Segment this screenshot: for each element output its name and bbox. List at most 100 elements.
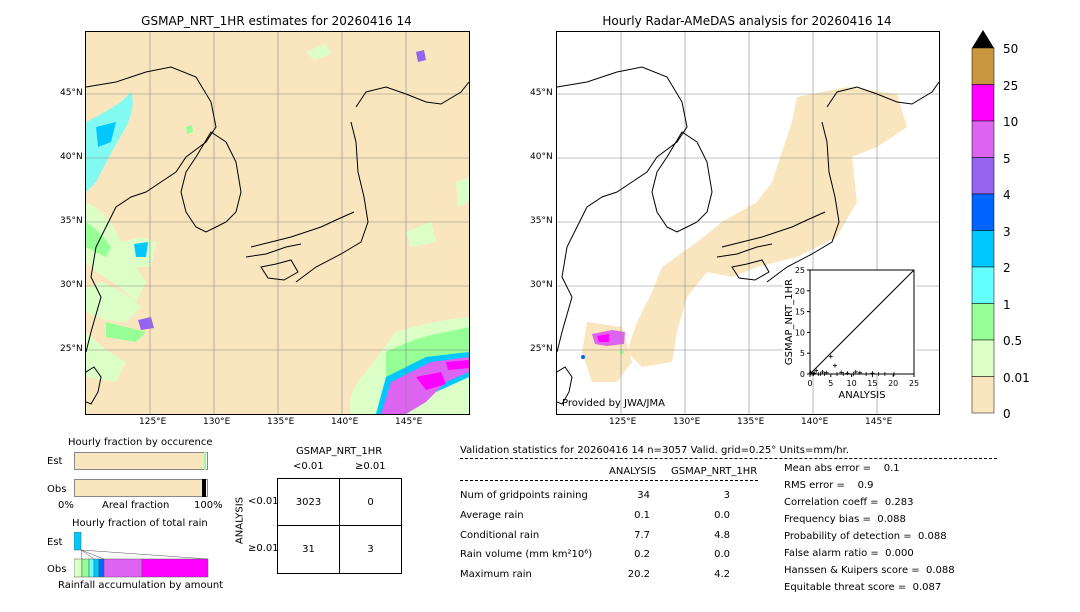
colorbar-label-0-5: 0.5: [1003, 334, 1023, 348]
scatter-ytick-label: 5: [800, 349, 805, 358]
left-map-grid: [86, 32, 469, 414]
occurrence-est-bar: [74, 452, 208, 470]
validation-row-analysis: 0.2: [634, 549, 650, 560]
scatter-xtick-label: 5: [828, 379, 833, 388]
occurrence-obs-label: Obs: [47, 484, 67, 495]
total-rain-bars: [74, 532, 209, 578]
left-map: [85, 31, 470, 415]
score-far: False alarm ratio = 0.000: [784, 548, 914, 559]
total-rain-obs-label: Obs: [47, 564, 67, 575]
colorbar-swatch: [971, 47, 995, 85]
right-map-lat-25: 25°N: [530, 344, 553, 354]
right-map-title: Hourly Radar-AMeDAS analysis for 2026041…: [602, 14, 892, 28]
scatter-xtick-label: 15: [867, 379, 877, 388]
scatter-point: [870, 371, 875, 376]
colorbar-swatch: [971, 230, 995, 268]
total-rain-footer: Rainfall accumulation by amount: [58, 580, 224, 591]
occurrence-axis-left: 0%: [58, 500, 74, 511]
right-map-canvas: [557, 32, 939, 414]
scatter-point: [841, 372, 846, 376]
colorbar-swatch: [971, 120, 995, 158]
right-map-lat-30: 30°N: [530, 280, 553, 290]
score-rmse: RMS error = 0.9: [784, 480, 874, 491]
colorbar-label-0-01: 0.01: [1003, 371, 1030, 385]
validation-row-gsmap: 0.0: [714, 549, 730, 560]
contingency-cell-b: 0: [339, 478, 402, 526]
scatter-ytick-label: 15: [795, 308, 805, 317]
score-ets: Equitable threat score = 0.087: [784, 582, 942, 593]
scatter-point: [882, 372, 887, 376]
score-hk: Hanssen & Kuipers score = 0.088: [784, 565, 955, 576]
scatter-point: [811, 372, 816, 376]
right-map-coastline: [557, 66, 939, 405]
scatter-point: [824, 370, 829, 375]
right-map-lat-35: 35°N: [530, 216, 553, 226]
contingency-row-ge: ≥0.01: [248, 543, 279, 554]
scatter-point: [832, 363, 837, 368]
colorbar-label-2: 2: [1003, 261, 1011, 275]
score-corr: Correlation coeff = 0.283: [784, 497, 914, 508]
scatter-point: [820, 369, 825, 374]
right-map-lat-45: 45°N: [530, 88, 553, 98]
validation-row-analysis: 7.7: [634, 530, 650, 541]
left-map-lon-145: 145°E: [395, 417, 423, 427]
validation-row-label: Rain volume (mm km²10⁶): [460, 549, 593, 560]
left-map-lon-140: 140°E: [331, 417, 359, 427]
colorbar-label-25: 25: [1003, 79, 1019, 93]
validation-table-divider: [460, 480, 758, 481]
colorbar-label-50: 50: [1003, 42, 1019, 56]
left-map-coastline: [86, 66, 469, 405]
right-map-lon-130: 130°E: [673, 417, 701, 427]
scatter-ytick-label: 0: [800, 370, 805, 379]
right-map-lat-40: 40°N: [530, 152, 553, 162]
occurrence-est-tick: [204, 452, 206, 470]
scatter-point: [864, 372, 869, 376]
occurrence-est-fill: [75, 453, 206, 469]
scatter-point: [814, 368, 819, 373]
colorbar-swatch: [971, 266, 995, 304]
scatter-point: [876, 372, 881, 376]
occurrence-axis-mid: Areal fraction: [102, 500, 170, 511]
left-map-lat-25: 25°N: [60, 344, 83, 354]
occurrence-obs-tick: [202, 479, 206, 497]
validation-row-gsmap: 4.8: [714, 530, 730, 541]
validation-row-label: Maximum rain: [460, 569, 532, 580]
scatter-diagonal: [809, 269, 915, 375]
scatter-ytick-label: 10: [795, 328, 805, 337]
scatter-xtick-label: 25: [909, 379, 919, 388]
colorbar-label-1: 1: [1003, 298, 1011, 312]
left-map-rain: [86, 44, 469, 414]
right-map-lon-145: 145°E: [865, 417, 893, 427]
validation-header: Validation statistics for 20260416 14 n=…: [460, 445, 849, 456]
score-bias: Frequency bias = 0.088: [784, 514, 906, 525]
left-map-lat-40: 40°N: [60, 152, 83, 162]
right-map-credit: Provided by JWA/JMA: [562, 398, 665, 409]
colorbar: [971, 30, 995, 414]
left-map-lon-130: 130°E: [203, 417, 231, 427]
scatter-xlabel: ANALYSIS: [838, 390, 885, 401]
occurrence-obs-fill: [75, 480, 206, 496]
scatter-point: [857, 370, 862, 375]
scatter-point: [839, 370, 844, 375]
right-map-lon-135: 135°E: [737, 417, 765, 427]
colorbar-label-0: 0: [1003, 407, 1011, 421]
validation-row-gsmap: 3: [723, 490, 730, 501]
contingency-cell-a: 3023: [277, 478, 340, 526]
scatter-point: [853, 369, 858, 374]
colorbar-label-4: 4: [1003, 188, 1011, 202]
scatter-point: [892, 372, 897, 376]
colorbar-swatch: [971, 84, 995, 122]
colorbar-swatch: [971, 303, 995, 341]
colorbar-over-arrow: [972, 30, 994, 48]
validation-row-analysis: 34: [637, 490, 650, 501]
colorbar-swatch: [971, 376, 995, 414]
left-map-lat-30: 30°N: [60, 280, 83, 290]
total-rain-est-label: Est: [47, 537, 63, 548]
validation-row-analysis: 0.1: [634, 510, 650, 521]
occurrence-title: Hourly fraction by occurence: [68, 437, 213, 448]
occurrence-obs-bar: [74, 479, 208, 497]
validation-row-label: Average rain: [460, 510, 524, 521]
colorbar-label-10: 10: [1003, 115, 1019, 129]
scatter-xtick-label: 0: [807, 379, 812, 388]
validation-row-label: Num of gridpoints raining: [460, 490, 588, 501]
